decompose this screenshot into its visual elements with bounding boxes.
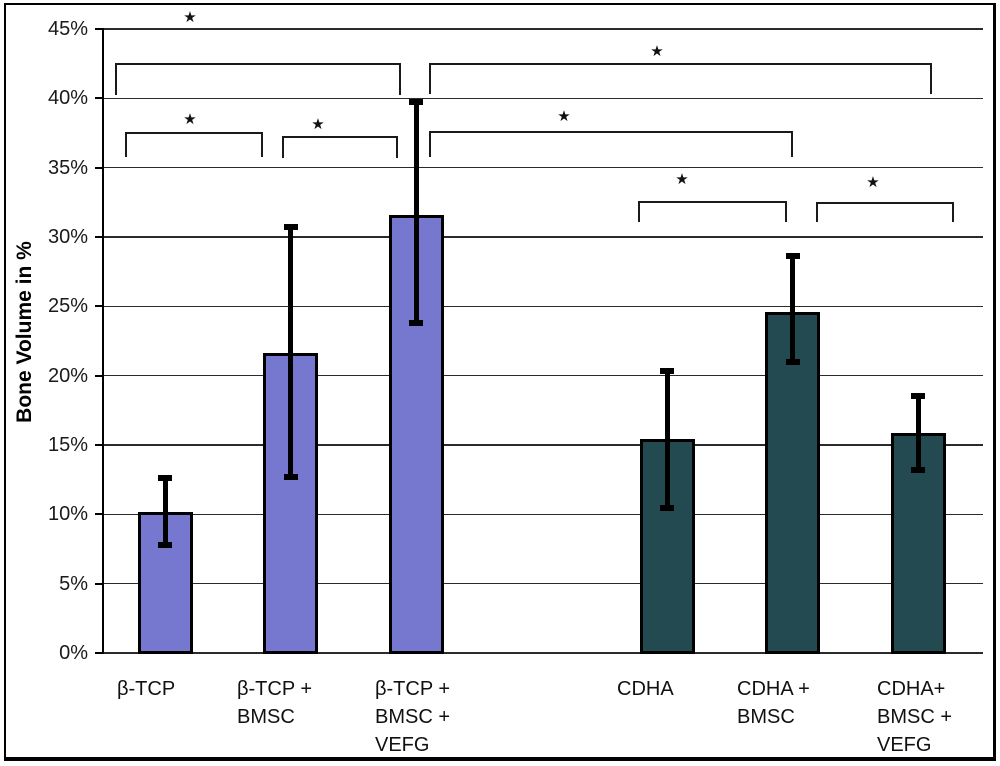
y-tick-label: 30% (47, 226, 88, 248)
x-category-label: CDHA + BMSC (737, 678, 810, 728)
y-tick-label: 5% (59, 572, 88, 595)
y-tick-label: 20% (47, 364, 88, 387)
significance-bracket (115, 63, 401, 95)
y-axis-tick (95, 374, 103, 377)
error-bar-cap-bottom (283, 474, 298, 481)
gridline (103, 166, 983, 169)
bar (765, 311, 820, 654)
significance-star: ★ (866, 174, 880, 191)
gridline (103, 582, 983, 585)
error-bar-cap-bottom (158, 542, 172, 549)
error-bar-cap-top (785, 253, 800, 260)
y-tick-label: 35% (47, 156, 88, 179)
y-axis-tick (95, 236, 103, 238)
error-bar-cap-top (911, 393, 925, 400)
error-bar-line (790, 255, 795, 364)
y-tick-label: 10% (47, 503, 88, 526)
error-bar-line (162, 476, 168, 547)
x-category-label: β-TCP (117, 678, 176, 700)
error-bar-cap-bottom (660, 504, 674, 511)
error-bar-line (915, 395, 921, 472)
error-bar-line (288, 225, 293, 479)
error-bar-cap-top (660, 368, 674, 375)
y-axis-tick (95, 97, 103, 100)
error-bar-cap-top (158, 474, 172, 481)
error-bar-cap-bottom (409, 320, 423, 327)
gridline (103, 374, 983, 377)
error-bar-cap-top (283, 223, 298, 230)
y-tick-label: 0% (59, 642, 88, 664)
significance-star: ★ (183, 9, 197, 26)
x-category-label: β-TCP + BMSC + VEFG (375, 678, 451, 756)
x-category-label: CDHA (617, 678, 674, 700)
gridline (103, 28, 983, 30)
y-tick-label: 25% (47, 295, 88, 318)
y-axis-line (102, 28, 104, 654)
significance-star: ★ (557, 108, 571, 125)
y-axis-title: Bone Volume in % (13, 241, 36, 423)
y-axis-tick (95, 513, 103, 516)
significance-bracket (429, 131, 793, 157)
gridline (103, 97, 983, 100)
significance-bracket (429, 63, 932, 94)
error-bar-cap-bottom (785, 359, 800, 366)
y-axis-tick (95, 305, 103, 308)
gridline (103, 513, 983, 516)
y-tick-label: 40% (47, 87, 88, 110)
x-category-label: CDHA+ BMSC + VEFG (877, 678, 953, 756)
gridline (103, 652, 983, 654)
x-category-label: β-TCP + BMSC (237, 678, 313, 728)
y-axis-tick (95, 582, 103, 585)
significance-star: ★ (311, 116, 325, 133)
significance-star: ★ (650, 43, 664, 60)
significance-bracket (816, 202, 954, 222)
error-bar-cap-top (409, 99, 423, 106)
significance-bracket (125, 132, 263, 157)
y-axis-tick (95, 28, 103, 30)
y-axis-tick (95, 444, 103, 446)
error-bar-line (413, 101, 419, 325)
gridline (103, 444, 983, 446)
gridline (103, 236, 983, 238)
y-tick-label: 45% (47, 18, 88, 40)
y-axis-tick (95, 166, 103, 169)
y-tick-label: 15% (47, 434, 88, 456)
y-axis-tick (95, 652, 103, 654)
gridline (103, 305, 983, 308)
significance-bracket (282, 136, 398, 158)
error-bar-cap-bottom (911, 467, 925, 474)
significance-star: ★ (675, 171, 689, 188)
error-bar-line (664, 370, 670, 509)
significance-bracket (638, 201, 787, 222)
significance-star: ★ (183, 111, 197, 128)
